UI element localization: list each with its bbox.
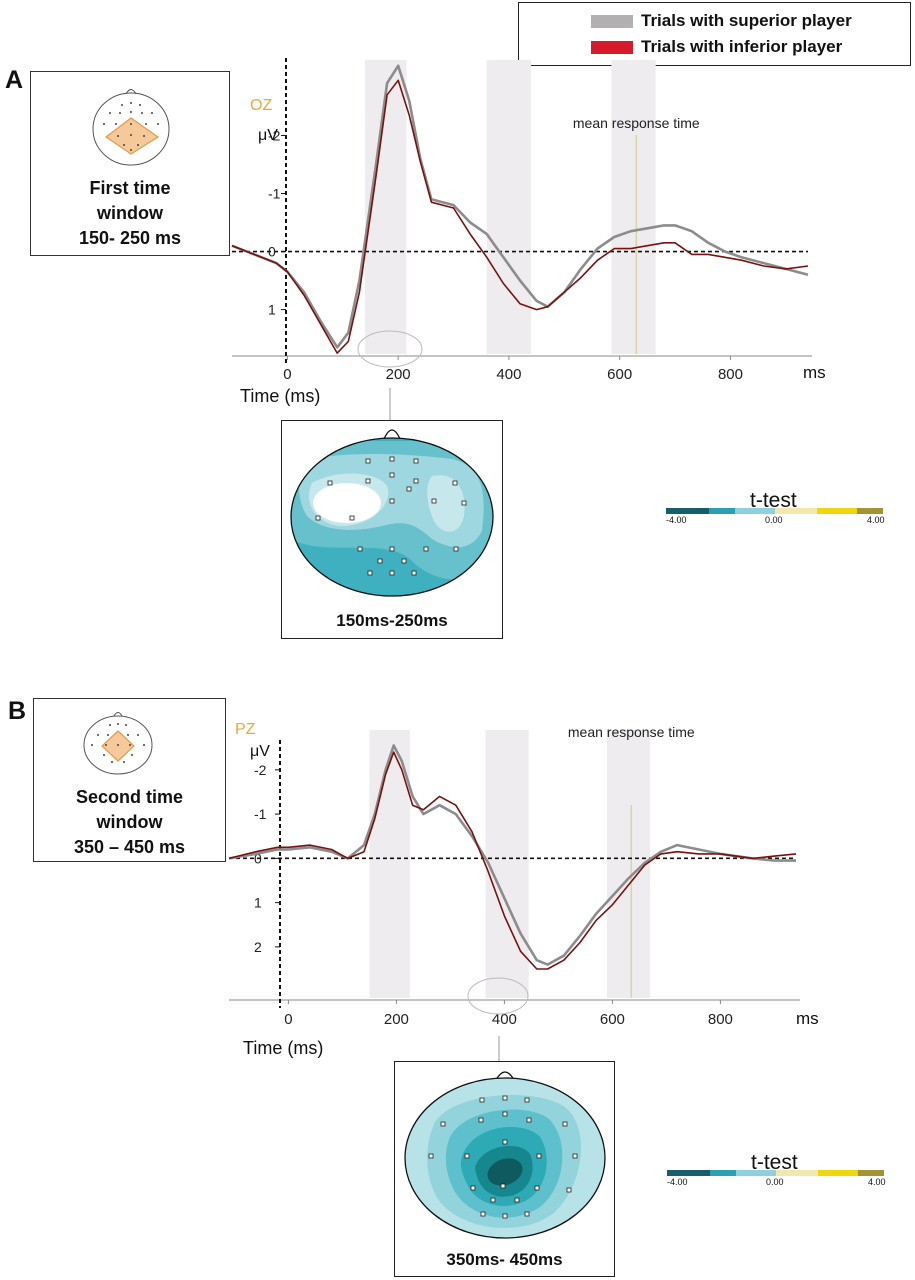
- oz-window-highlight: [357, 330, 423, 368]
- panel-b-info-box: Second time window 350 – 450 ms: [33, 698, 226, 862]
- pz-y-tick-label-1: -1: [254, 806, 267, 822]
- pz-x-unit-label: ms: [796, 1009, 819, 1028]
- pz-response-time-label: mean response time: [568, 724, 695, 740]
- legend: Trials with superior player Trials with …: [518, 2, 911, 66]
- legend-swatch-inferior: [591, 40, 633, 54]
- pz-x-tick-label-800: 800: [708, 1011, 733, 1028]
- oz-electrode-label: OZ: [250, 97, 272, 114]
- panel-a-info-box: First time window 150- 250 ms: [30, 71, 230, 256]
- panel-a-box-line3: 150- 250 ms: [78, 228, 182, 248]
- pz-y-tick-label-0: -2: [254, 762, 267, 778]
- topo-map-b: [404, 1071, 606, 1239]
- colorbar-a-max: 4.00: [867, 515, 885, 525]
- pz-x-tick-label-200: 200: [384, 1011, 409, 1028]
- head-map-icon: [83, 712, 153, 775]
- pz-x-axis-title: Time (ms): [243, 1038, 323, 1058]
- panel-a-box-line2: window: [97, 203, 163, 223]
- oz-x-axis-title: Time (ms): [240, 386, 320, 406]
- pz-x-tick-label-400: 400: [492, 1011, 517, 1028]
- colorbar-b: t-test -4.00 0.00 4.00: [667, 1151, 887, 1192]
- pz-y-unit-label: μV: [250, 743, 270, 760]
- panel-b-letter: B: [8, 697, 27, 725]
- colorbar-a-mid: 0.00: [765, 515, 783, 525]
- panel-b-topo-box: 350ms- 450ms: [394, 1061, 615, 1277]
- colorbar-a-min: -4.00: [666, 515, 687, 525]
- panel-a-letter: A: [5, 66, 24, 94]
- colorbar-a-title: t-test: [750, 489, 797, 512]
- pz-y-tick-label-2: 0: [254, 850, 262, 866]
- legend-label-superior: Trials with superior player: [641, 11, 852, 30]
- oz-x-tick-label-600: 600: [607, 366, 632, 383]
- oz-x-tick-label-200: 200: [386, 366, 411, 383]
- legend-entry-superior: Trials with superior player: [591, 11, 852, 31]
- colorbar-b-title: t-test: [751, 1151, 798, 1174]
- panel-b-box-line2: window: [96, 812, 163, 832]
- colorbar-b-min: -4.00: [667, 1177, 688, 1187]
- pz-electrode-label: PZ: [235, 721, 256, 738]
- colorbar-b-mid: 0.00: [766, 1177, 784, 1187]
- pz-shaded-window-1: [485, 730, 529, 998]
- oz-series-superior: [231, 64, 809, 349]
- head-map-icon: [92, 89, 170, 166]
- panel-a-topo-box: 150ms-250ms: [281, 420, 503, 639]
- oz-y-tick-label-1: -1: [268, 185, 281, 201]
- panel-b-box-line1: Second time: [75, 787, 184, 807]
- colorbar-b-max: 4.00: [868, 1177, 886, 1187]
- colorbar-b-gradient: [667, 1170, 884, 1176]
- legend-label-inferior: Trials with inferior player: [641, 37, 843, 56]
- oz-response-time-label: mean response time: [573, 115, 700, 131]
- pz-window-highlight: [467, 977, 529, 1015]
- topo-map-a: [290, 429, 494, 597]
- panel-a-box-line1: First time: [89, 178, 171, 198]
- panel-b-box-line3: 350 – 450 ms: [73, 837, 186, 857]
- oz-y-tick-label-3: 1: [268, 302, 276, 318]
- pz-y-tick-label-4: 2: [254, 939, 262, 955]
- pz-x-tick-label-0: 0: [284, 1011, 292, 1028]
- panel-b-topo-caption: 350ms- 450ms: [446, 1250, 563, 1269]
- oz-shaded-window-2: [611, 60, 656, 354]
- erp-chart-oz: mean response time 0 200 400 600 800 ms Time (m…: [231, 58, 826, 420]
- oz-y-tick-label-0: -2: [268, 127, 281, 143]
- pz-x-tick-label-600: 600: [600, 1011, 625, 1028]
- oz-y-unit-label: μV: [258, 127, 278, 144]
- colorbar-a-gradient: [666, 508, 883, 514]
- oz-x-tick-label-800: 800: [718, 366, 743, 383]
- panel-a-topo-caption: 150ms-250ms: [336, 611, 448, 630]
- erp-chart-pz: mean response time 0 200 400 600 800 ms Time (m…: [228, 721, 819, 1062]
- legend-entry-inferior: Trials with inferior player: [591, 37, 842, 57]
- oz-x-unit-label: ms: [803, 363, 826, 382]
- pz-y-tick-label-3: 1: [254, 895, 262, 911]
- oz-y-tick-label-2: 0: [268, 244, 276, 260]
- colorbar-a: t-test -4.00 0.00 4.00: [666, 489, 886, 530]
- oz-series-inferior: [231, 79, 809, 354]
- oz-x-tick-label-400: 400: [496, 366, 521, 383]
- legend-swatch-superior: [591, 14, 633, 28]
- oz-x-tick-label-0: 0: [283, 366, 291, 383]
- pz-series-inferior: [228, 751, 797, 970]
